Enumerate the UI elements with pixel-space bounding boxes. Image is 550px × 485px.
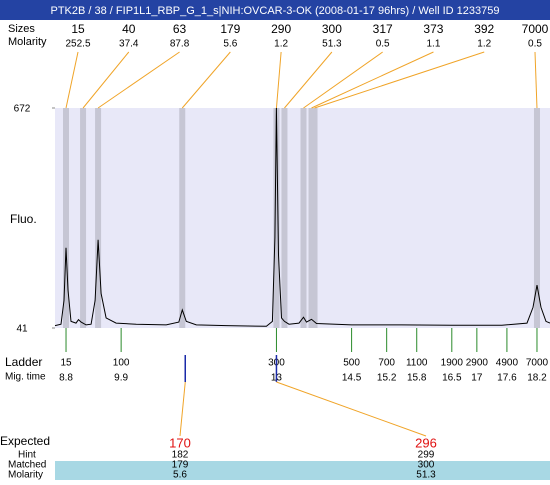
peak-band — [273, 108, 280, 328]
peak-connector — [97, 51, 180, 109]
peak-size: 15 — [71, 22, 85, 36]
peak-size: 40 — [122, 22, 136, 36]
peak-molarity-label: Molarity — [8, 36, 47, 48]
expected-connector — [179, 381, 186, 437]
peak-band — [281, 108, 288, 328]
matched-band — [55, 461, 550, 480]
peak-connector — [314, 51, 485, 109]
peak-molarity: 51.3 — [322, 39, 342, 50]
hint-value: 182 — [172, 450, 189, 461]
trace — [54, 107, 550, 327]
peak-size: 7000 — [522, 22, 549, 36]
chart-title: PTK2B / 38 / FIP1L1_RBP_G_1_s|NIH:OVCAR-… — [51, 5, 500, 17]
peak-size: 290 — [271, 22, 291, 36]
peak-band — [533, 108, 540, 328]
peak-molarity: 1.1 — [426, 39, 440, 50]
ladder-size: 7000 — [526, 358, 549, 369]
ladder-size: 700 — [378, 358, 395, 369]
peak-size: 63 — [173, 22, 187, 36]
peak-molarity: 37.4 — [119, 39, 139, 50]
peak-connector — [65, 51, 79, 109]
ladder-label: Ladder — [5, 355, 42, 369]
expected-connector — [276, 381, 427, 437]
peak-connector — [534, 51, 538, 109]
peak-band — [179, 108, 186, 328]
peak-molarity: 0.5 — [376, 39, 390, 50]
expected-label: Expected — [0, 434, 50, 448]
peak-molarity: 252.5 — [65, 39, 90, 50]
ladder-time: 17.6 — [497, 373, 517, 384]
peak-band — [311, 108, 318, 328]
ladder-size: 15 — [60, 358, 72, 369]
peak-connector — [181, 51, 231, 109]
expected-value: 296 — [415, 435, 437, 450]
ladder-time-label: Mig. time — [5, 372, 46, 383]
ladder-time: 15.8 — [407, 373, 427, 384]
ladder-size: 4900 — [496, 358, 519, 369]
ladder-time: 14.5 — [342, 373, 362, 384]
ladder-size: 1100 — [406, 358, 428, 369]
peak-band — [63, 108, 70, 328]
peak-molarity: 0.5 — [528, 39, 542, 50]
matched-label: Matched — [8, 460, 46, 471]
ladder-size: 100 — [113, 358, 130, 369]
hint-value: 299 — [418, 450, 435, 461]
ladder-size: 500 — [343, 358, 360, 369]
ladder-time: 17 — [471, 373, 483, 384]
peak-size: 373 — [423, 22, 443, 36]
title-bar — [0, 0, 550, 20]
molarity-value: 51.3 — [416, 470, 436, 480]
peak-band — [300, 108, 307, 328]
peak-size: 392 — [474, 22, 494, 36]
peak-molarity: 1.2 — [477, 39, 491, 50]
y-tick-label: 41 — [16, 324, 28, 335]
expected-value: 170 — [169, 435, 191, 450]
peak-connector — [82, 51, 130, 109]
peak-connector — [284, 51, 333, 109]
molarity-value: 5.6 — [173, 470, 187, 480]
peak-size: 317 — [373, 22, 393, 36]
ladder-size: 2900 — [466, 358, 489, 369]
peak-molarity: 5.6 — [223, 39, 237, 50]
ladder-time: 9.9 — [114, 373, 128, 384]
ladder-size: 1900 — [441, 358, 464, 369]
peak-band — [80, 108, 87, 328]
y-axis-label: Fluo. — [10, 212, 37, 226]
peak-molarity: 87.8 — [170, 39, 190, 50]
peak-size: 179 — [220, 22, 240, 36]
matched-value: 300 — [418, 460, 435, 471]
y-tick-label: 672 — [14, 104, 31, 115]
ladder-time: 18.2 — [527, 373, 547, 384]
molarity-label: Molarity — [8, 470, 43, 480]
peak-connector — [303, 51, 383, 109]
peak-molarity: 1.2 — [274, 39, 288, 50]
peak-band — [95, 108, 102, 328]
ladder-time: 8.8 — [59, 373, 73, 384]
peak-size: 300 — [322, 22, 342, 36]
peak-size-label: Sizes — [8, 23, 35, 35]
peak-connector — [275, 51, 282, 109]
peak-band — [308, 108, 315, 328]
ladder-time: 15.2 — [377, 373, 397, 384]
ladder-time: 16.5 — [442, 373, 462, 384]
matched-value: 179 — [172, 460, 189, 471]
hint-label: Hint — [18, 450, 36, 461]
peak-connector — [311, 51, 434, 109]
